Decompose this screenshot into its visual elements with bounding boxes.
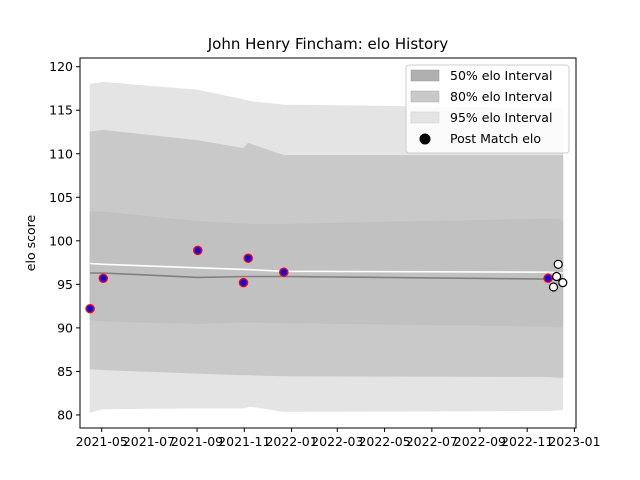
x-tick-label: 2021-11 [218,434,270,449]
legend-swatch-80 [410,90,440,103]
x-tick-label: 2022-11 [501,434,553,449]
x-axis: 2021-052021-072021-092021-112022-012022-… [76,428,601,449]
y-tick-label: 115 [49,103,73,118]
post-match-point-recent [558,278,568,288]
post-match-point [543,273,553,284]
x-tick-label: 2022-07 [406,434,458,449]
interval-bands [89,81,564,413]
x-tick-label: 2021-05 [76,434,128,449]
legend: 50% elo Interval 80% elo Interval 95% el… [405,64,570,154]
post-match-point-recent [551,271,562,282]
post-match-point [98,273,109,284]
y-tick-label: 105 [49,190,73,205]
mean-elo-line [90,262,563,274]
y-axis-label: elo score [23,215,38,272]
legend-swatch-95 [410,111,440,124]
y-tick-label: 120 [49,59,73,74]
legend-swatch-50 [410,69,440,82]
chart-title: John Henry Fincham: elo History [207,35,449,53]
y-tick-label: 100 [49,233,73,248]
post-match-point-recent [553,259,563,269]
x-tick-label: 2022-09 [454,434,506,449]
legend-marker-post-match [419,133,431,145]
x-tick-label: 2022-05 [358,434,410,449]
post-match-points [85,245,568,314]
x-tick-label: 2021-09 [171,434,223,449]
post-match-point [193,245,203,256]
legend-label-95: 95% elo Interval [450,110,552,125]
x-tick-label: 2021-07 [123,434,175,449]
band-50 [89,211,564,328]
x-tick-label: 2022-03 [311,434,363,449]
y-tick-label: 110 [49,146,73,161]
post-match-point [85,303,95,314]
x-tick-label: 2022-01 [265,434,317,449]
post-match-point [238,277,249,288]
y-axis: 80 85 90 95 100 105 110 115 120 [49,59,80,422]
x-tick-label: 2023-01 [548,434,600,449]
post-match-point [243,253,253,263]
legend-label-50: 50% elo Interval [450,68,552,83]
y-tick-label: 95 [57,277,73,292]
post-match-point [279,267,289,277]
axes-frame [79,57,577,429]
y-tick-label: 90 [57,320,73,335]
legend-label-80: 80% elo Interval [450,89,552,104]
y-tick-label: 85 [57,364,73,379]
legend-label-post-match: Post Match elo [450,131,541,146]
post-match-point-recent [548,282,559,292]
y-tick-label: 80 [57,407,73,422]
plot-area [85,81,568,413]
legend-box [405,64,570,154]
